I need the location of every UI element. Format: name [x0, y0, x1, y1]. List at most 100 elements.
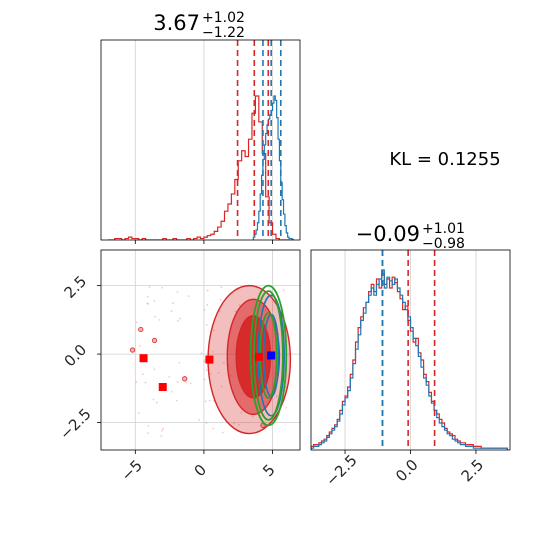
joint-scatter-dot	[232, 422, 235, 425]
joint-scatter-dot	[146, 295, 149, 298]
top-title-plus: +1.02	[202, 10, 245, 26]
joint-scatter-dot	[203, 309, 206, 311]
joint-scatter-dot	[238, 304, 241, 307]
top-marginal-panel: 3.67 +1.02 −1.22	[100, 10, 301, 244]
joint-scatter-dot	[161, 286, 164, 289]
joint-red-marker-0	[139, 354, 148, 363]
joint-scatter-dot	[153, 299, 156, 302]
joint-scatter-dot	[144, 381, 147, 384]
joint-scatter-dot	[176, 291, 179, 294]
right-title-value: −0.09	[356, 222, 420, 246]
joint-scatter-dot	[200, 352, 203, 355]
joint-scatter-dot	[147, 425, 150, 427]
joint-scatter-dot	[205, 369, 208, 372]
joint-scatter-dot	[205, 421, 208, 424]
right-xtick-label-2: 2.5	[458, 456, 488, 486]
joint-scatter-dot	[219, 310, 221, 313]
right-title-plus: +1.01	[422, 221, 465, 237]
joint-red-marker-2	[205, 355, 214, 364]
joint-scatter-dot	[219, 298, 222, 301]
joint-scatter-dot	[189, 382, 192, 385]
joint-red-marker-1	[158, 382, 167, 391]
joint-scatter-dot	[275, 395, 278, 398]
joint-scatter-dot	[220, 385, 223, 388]
joint-scatter-dot	[204, 400, 207, 403]
kl-label: KL = 0.1255	[389, 149, 500, 170]
joint-red-island-2	[151, 337, 158, 344]
joint-scatter	[135, 286, 288, 438]
joint-scatter-dot	[178, 361, 181, 364]
joint-red-island-4	[182, 376, 188, 382]
right-title-minus: −0.98	[422, 236, 465, 252]
joint-scatter-dot	[177, 319, 179, 322]
joint-red-marker-3	[254, 352, 263, 361]
joint-scatter-dot	[162, 427, 165, 430]
joint-scatter-dot	[146, 302, 149, 305]
joint-scatter-dot	[158, 318, 161, 321]
joint-scatter-dot	[206, 289, 209, 292]
joint-blue-marker	[267, 351, 276, 360]
top-hist-blue	[252, 95, 294, 240]
joint-scatter-dot	[282, 289, 285, 292]
joint-panel: −5 0 5 2.5 0.0 −2.5	[56, 249, 301, 485]
joint-xtick-label-2: 5	[259, 461, 278, 480]
joint-scatter-dot	[161, 429, 163, 432]
joint-red-island-0	[138, 326, 144, 333]
right-quantile-lines	[381, 250, 436, 450]
joint-scatter-dot	[217, 371, 220, 374]
joint-scatter-dot	[212, 427, 215, 430]
joint-scatter-dot	[185, 381, 188, 384]
joint-markers	[139, 351, 276, 391]
joint-scatter-dot	[222, 361, 225, 364]
joint-scatter-dot	[160, 435, 163, 438]
joint-scatter-dot	[251, 415, 254, 418]
joint-scatter-dot	[206, 303, 209, 306]
joint-scatter-dot	[211, 350, 214, 353]
joint-scatter-dot	[176, 381, 179, 384]
joint-xtick-label-0: −5	[118, 456, 146, 484]
right-xtick-label-1: 0.0	[392, 456, 422, 486]
joint-scatter-dot	[141, 373, 144, 376]
joint-scatter-dot	[176, 399, 178, 402]
top-gridlines	[134, 40, 273, 240]
joint-scatter-dot	[203, 378, 206, 381]
joint-gridlines	[101, 250, 300, 450]
right-histograms	[311, 269, 508, 450]
top-histograms	[107, 95, 294, 240]
joint-scatter-dot	[285, 406, 288, 409]
joint-scatter-dot	[146, 302, 149, 305]
joint-red-island-1	[129, 347, 136, 353]
joint-scatter-dot	[155, 401, 158, 404]
joint-scatter-dot	[221, 431, 224, 434]
joint-scatter-dot	[172, 302, 174, 304]
joint-scatter-dot	[154, 315, 156, 318]
joint-scatter-dot	[147, 432, 150, 435]
joint-green-contour-1	[253, 290, 284, 421]
joint-scatter-dot	[208, 399, 211, 402]
joint-scatter-dot	[138, 412, 141, 414]
right-hist-red	[311, 273, 508, 450]
joint-scatter-dot	[238, 423, 240, 426]
top-ticks	[134, 240, 273, 244]
joint-ytick-label-2: −2.5	[56, 405, 94, 443]
joint-green-contour-2	[249, 284, 288, 427]
joint-scatter-dot	[240, 411, 243, 414]
joint-scatter-dot	[203, 360, 206, 363]
joint-ytick-label-0: 2.5	[61, 272, 91, 302]
right-ticks: −2.5 0.0 2.5	[322, 450, 487, 490]
right-marginal-panel: −2.5 0.0 2.5 −0.09 +1.01 −0.98	[310, 221, 511, 490]
top-quantile-lines	[236, 40, 282, 240]
joint-scatter-dot	[205, 324, 208, 326]
joint-scatter-dot	[153, 368, 156, 371]
joint-scatter-dot	[187, 295, 190, 298]
joint-scatter-dot	[135, 321, 138, 324]
right-xtick-label-0: −2.5	[322, 451, 360, 489]
joint-scatter-dot	[179, 317, 182, 320]
joint-scatter-dot	[152, 398, 155, 401]
top-title-value: 3.67	[153, 11, 200, 35]
top-hist-red	[107, 95, 290, 240]
joint-ytick-label-1: 0.0	[61, 341, 91, 371]
joint-scatter-dot	[139, 344, 141, 347]
joint-scatter-dot	[168, 376, 171, 378]
